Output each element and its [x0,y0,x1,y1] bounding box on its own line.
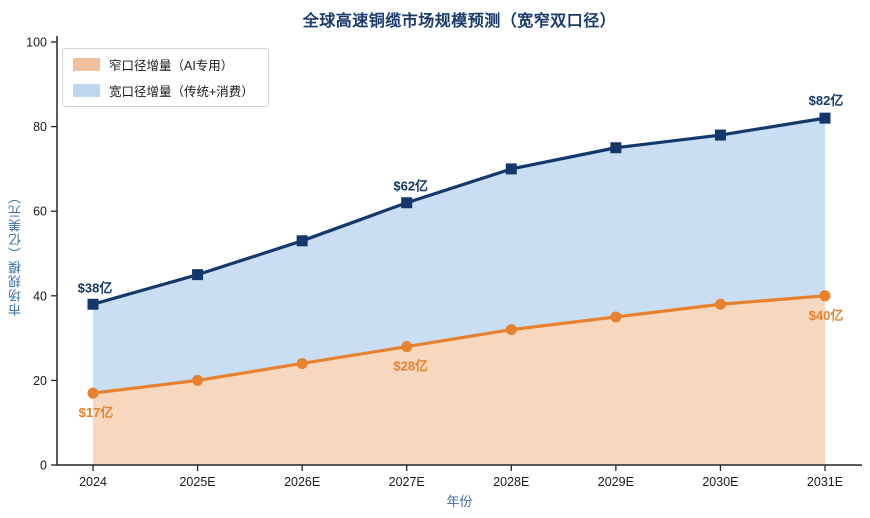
y-tick-label-40: 40 [33,289,47,303]
x-tick-label-2030E: 2030E [702,475,738,489]
point-value-label-wide-2027E: $62亿 [393,179,428,194]
y-tick-label-20: 20 [33,374,47,388]
point-value-label-narrow-2031E: $40亿 [809,308,844,323]
wide-marker-2027E [401,197,413,209]
chart-title: 全球高速铜缆市场规模预测（宽窄双口径） [302,13,617,30]
wide-series-line [91,116,827,306]
y-axis-title: 市场规模（亿美元） [8,190,23,316]
legend-swatch-narrow-icon [73,58,100,71]
narrow-marker-2028E [505,324,517,336]
point-value-label-wide-2024: $38亿 [78,280,113,295]
narrow-marker-2025E [192,374,204,386]
narrow-marker-2026E [296,357,308,369]
narrow-marker-2030E [714,298,726,310]
legend-label-narrow: 窄口径增量（AI专用） [109,59,234,73]
y-tick-label-0: 0 [40,459,47,473]
wide-marker-2031E [819,112,831,124]
wide-marker-2025E [192,269,204,281]
point-value-label-wide-2031E: $82亿 [809,93,844,108]
y-tick-label-100: 100 [26,36,47,50]
legend-label-wide: 宽口径增量（传统+消费） [109,85,254,99]
legend-item-wide: 宽口径增量（传统+消费） [73,81,254,100]
wide-marker-2026E [296,235,308,247]
x-tick-label-2024: 2024 [79,475,107,489]
narrow-series-area [93,295,825,465]
narrow-marker-2029E [610,311,622,323]
narrow-marker-2024 [87,387,99,399]
y-tick-label-80: 80 [33,120,47,134]
wide-marker-2024 [87,298,99,310]
x-axis-title: 年份 [446,494,473,509]
narrow-marker-2027E [401,341,413,353]
x-tick-label-2028E: 2028E [493,475,529,489]
x-tick-label-2027E: 2027E [389,475,425,489]
wide-marker-2030E [714,129,726,141]
wide-marker-2028E [505,163,517,175]
x-tick-label-2029E: 2029E [598,475,634,489]
point-value-label-narrow-2024: $17亿 [79,405,114,420]
legend-item-narrow: 窄口径增量（AI专用） [73,55,254,74]
legend: 窄口径增量（AI专用） 宽口径增量（传统+消费） [62,48,269,107]
narrow-series-line [91,294,827,395]
point-value-label-narrow-2027E: $28亿 [393,359,428,374]
x-tick-label-2026E: 2026E [284,475,320,489]
y-tick-label-60: 60 [33,205,47,219]
narrow-marker-2031E [819,290,831,302]
legend-swatch-wide-icon [73,84,100,97]
wide-marker-2029E [610,142,622,154]
x-tick-label-2025E: 2025E [179,475,215,489]
x-tick-label-2031E: 2031E [807,475,843,489]
